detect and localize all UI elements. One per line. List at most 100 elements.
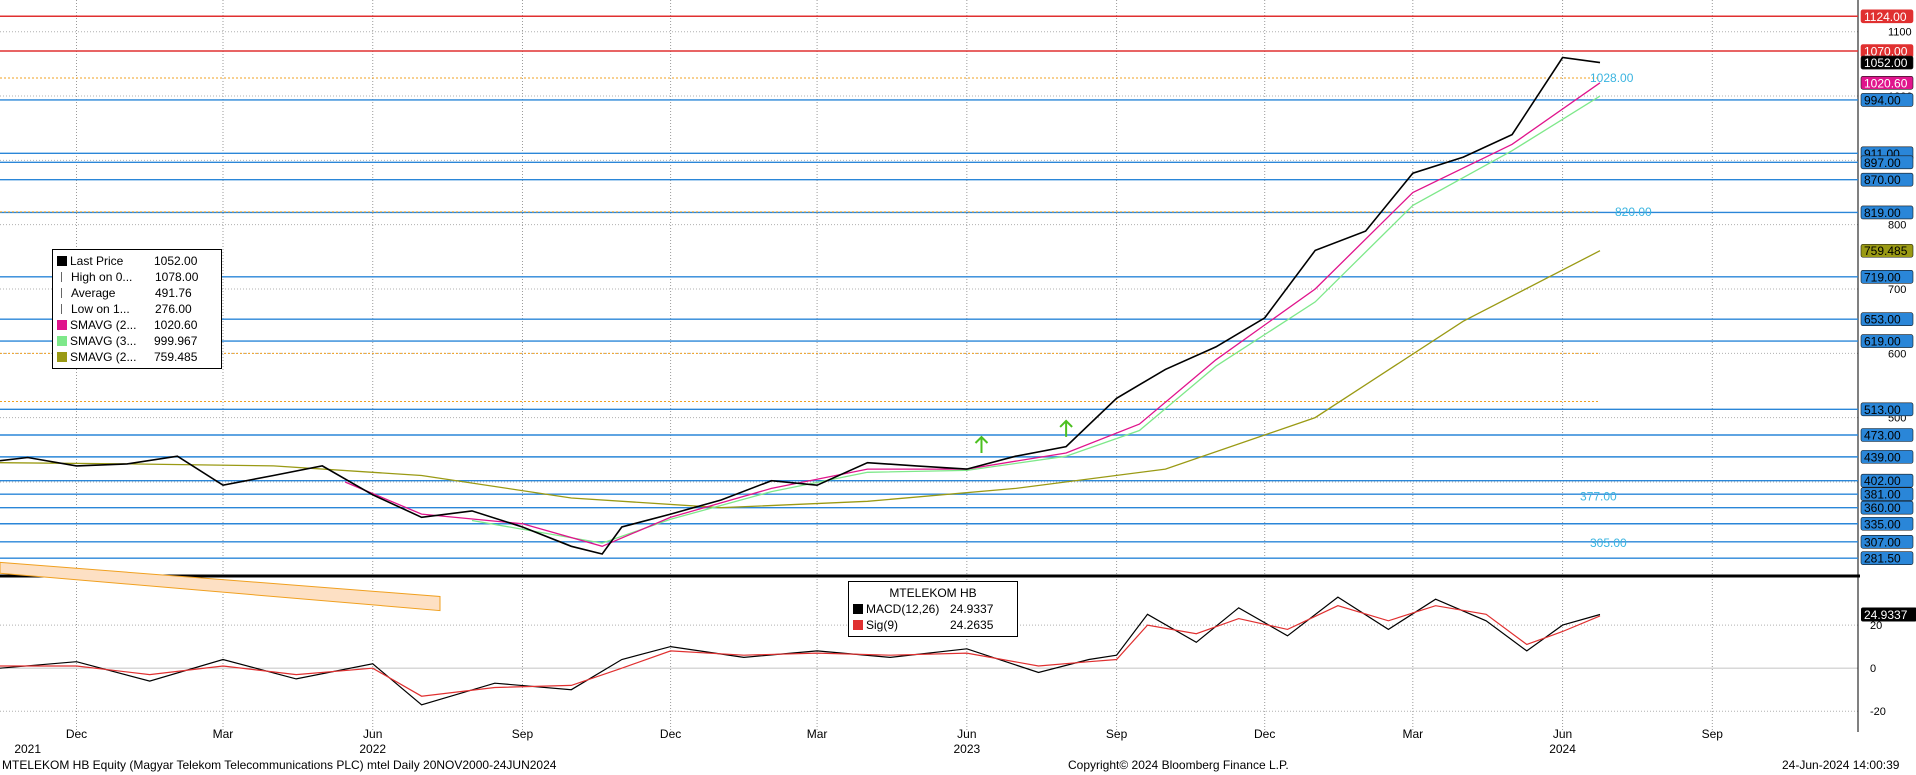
y-tick-label: 1100	[1888, 27, 1912, 39]
legend-name: High on 0...	[71, 270, 133, 284]
trend-channel	[0, 561, 441, 612]
level-label: 473.00	[1864, 429, 1901, 443]
level-label: 439.00	[1864, 450, 1901, 464]
x-tick-label: Sep	[1106, 727, 1128, 741]
macd-legend: MTELEKOM HB MACD(12,26) 24.9337 Sig(9) 24.2…	[848, 581, 1018, 637]
y-tick-label: 800	[1888, 220, 1906, 232]
level-label: 1124.00	[1864, 10, 1907, 24]
level-label-box	[1860, 75, 1914, 90]
x-tick-label: Sep	[1702, 727, 1724, 741]
level-label: 653.00	[1864, 313, 1901, 327]
level-label: 307.00	[1864, 535, 1901, 549]
level-label: 994.00	[1864, 93, 1901, 107]
macd-line	[0, 605, 1601, 697]
legend-value: 1020.60	[154, 318, 198, 332]
x-tick-label: Jun	[1553, 727, 1572, 741]
legend-item: Sig(9) 24.2635	[853, 617, 1013, 633]
price-series	[0, 56, 1601, 555]
level-label-box	[1860, 473, 1914, 488]
level-label: 513.00	[1864, 403, 1901, 417]
level-label-box	[1860, 334, 1914, 348]
x-tick-label: Dec	[660, 727, 681, 741]
level-label-box	[1860, 155, 1914, 170]
level-label: 381.00	[1864, 488, 1901, 502]
level-label-box	[1860, 516, 1914, 531]
level-label: 1070.00	[1864, 45, 1908, 59]
legend-value: 491.76	[155, 286, 192, 300]
macd-y-tick-label: -20	[1870, 706, 1886, 718]
level-label-box	[1860, 172, 1914, 187]
level-annotation: 377.00	[1580, 490, 1617, 504]
legend-item: Low on 1... 276.00	[57, 301, 217, 317]
horizontal-level-lines	[0, 15, 1858, 612]
level-label-box	[1860, 205, 1914, 220]
level-label-box	[1860, 500, 1914, 515]
level-label-box	[1860, 428, 1914, 442]
level-label-box	[1860, 9, 1914, 24]
legend-name: Sig(9)	[866, 618, 899, 632]
legend-swatch	[853, 604, 863, 614]
legend-value: 1078.00	[155, 270, 199, 284]
level-labels: 1124.001070.001052.001020.60994.00911.00…	[1580, 9, 1916, 622]
level-label: 759.485	[1864, 244, 1908, 258]
legend-name: Last Price	[70, 254, 124, 268]
legend-value: 999.967	[154, 334, 198, 348]
legend-value: 1052.00	[154, 254, 198, 268]
moving-average-line	[0, 250, 1601, 509]
level-label: 281.50	[1864, 552, 1901, 566]
low-marker-icon	[61, 304, 68, 314]
legend-name: Average	[71, 286, 116, 300]
level-label-box	[1860, 551, 1914, 565]
level-label-box	[1860, 55, 1914, 70]
legend-value: 759.485	[154, 350, 198, 364]
legend-swatch	[57, 352, 67, 362]
moving-average-line	[344, 82, 1601, 547]
level-label-box	[1860, 534, 1914, 549]
legend-swatch	[853, 620, 863, 630]
x-tick-label: Mar	[1402, 727, 1423, 741]
arrow-up-icon	[974, 435, 989, 454]
legend-swatch	[57, 320, 67, 330]
average-marker-icon	[61, 288, 68, 298]
year-tick-label: 2024	[1549, 742, 1576, 756]
level-annotation: 305.00	[1590, 536, 1627, 550]
legend-value: 276.00	[155, 302, 192, 316]
legend-name: SMAVG (2...	[70, 350, 137, 364]
high-marker-icon	[61, 272, 68, 282]
level-label: 719.00	[1864, 270, 1901, 284]
axes: 40050060070080090010001100-20020DecMarJu…	[14, 27, 1912, 756]
legend-value: 24.9337	[950, 602, 994, 616]
level-label: 402.00	[1864, 474, 1901, 488]
year-tick-label: 2023	[953, 742, 980, 756]
x-tick-label: Mar	[213, 727, 234, 741]
macd-last-value-box	[1861, 607, 1916, 622]
legend-item: Last Price 1052.00	[57, 253, 217, 269]
square-icon	[57, 256, 67, 266]
y-tick-label: 700	[1888, 284, 1906, 296]
level-label-box	[1860, 487, 1914, 501]
price-legend: Last Price 1052.00 High on 0... 1078.00 Aver…	[52, 249, 222, 369]
y-tick-label: 600	[1888, 348, 1906, 360]
macd-legend-title: MTELEKOM HB	[853, 585, 1013, 601]
level-label: 335.00	[1864, 517, 1901, 531]
macd-y-tick-label: 0	[1870, 663, 1876, 675]
legend-swatch	[57, 336, 67, 346]
legend-name: SMAVG (3...	[70, 334, 137, 348]
legend-item: MACD(12,26) 24.9337	[853, 601, 1013, 617]
level-label: 1020.60	[1864, 76, 1908, 90]
macd-title: MTELEKOM HB	[889, 586, 977, 600]
price-line	[0, 56, 1601, 555]
level-label-box	[1860, 402, 1914, 417]
arrow-up-icon	[1059, 419, 1073, 437]
legend-item: High on 0... 1078.00	[57, 269, 217, 285]
level-label: 870.00	[1864, 173, 1901, 187]
legend-item: Average 491.76	[57, 285, 217, 301]
level-label-box	[1860, 450, 1914, 464]
level-annotation: 820.00	[1615, 205, 1652, 219]
level-label: 360.00	[1864, 501, 1901, 515]
moving-average-line	[471, 95, 1601, 544]
x-tick-label: Jun	[957, 727, 976, 741]
level-label: 1052.00	[1864, 56, 1908, 70]
copyright-notice: Copyright© 2024 Bloomberg Finance L.P.	[1068, 758, 1289, 772]
